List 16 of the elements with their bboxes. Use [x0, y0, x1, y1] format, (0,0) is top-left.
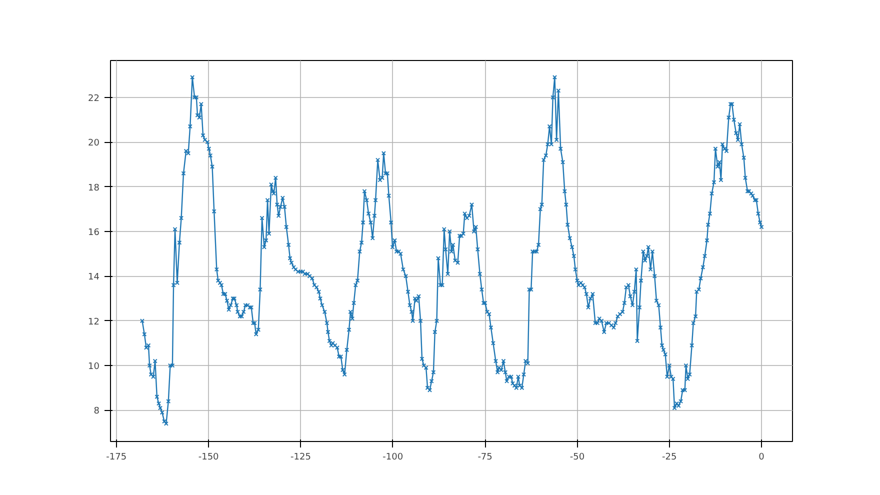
x-tick-label: -150 [198, 452, 220, 462]
y-tick-label: 10 [88, 362, 100, 372]
y-tick-label: 8 [94, 406, 100, 417]
y-tick-label: 18 [88, 183, 100, 194]
x-tick-label: -50 [570, 452, 585, 462]
x-tick-label: -125 [290, 452, 311, 462]
x-tick-label: 0 [758, 452, 765, 462]
y-tick-label: 14 [88, 272, 100, 283]
y-tick-label: 22 [88, 94, 100, 104]
x-tick-label: -175 [106, 452, 127, 462]
y-tick-label: 12 [88, 317, 100, 328]
y-tick-label: 20 [88, 138, 100, 149]
y-tick-label: 16 [88, 228, 100, 238]
x-tick-label: -75 [478, 452, 492, 462]
x-tick-label: -100 [382, 452, 404, 462]
x-tick-label: -25 [662, 452, 677, 462]
